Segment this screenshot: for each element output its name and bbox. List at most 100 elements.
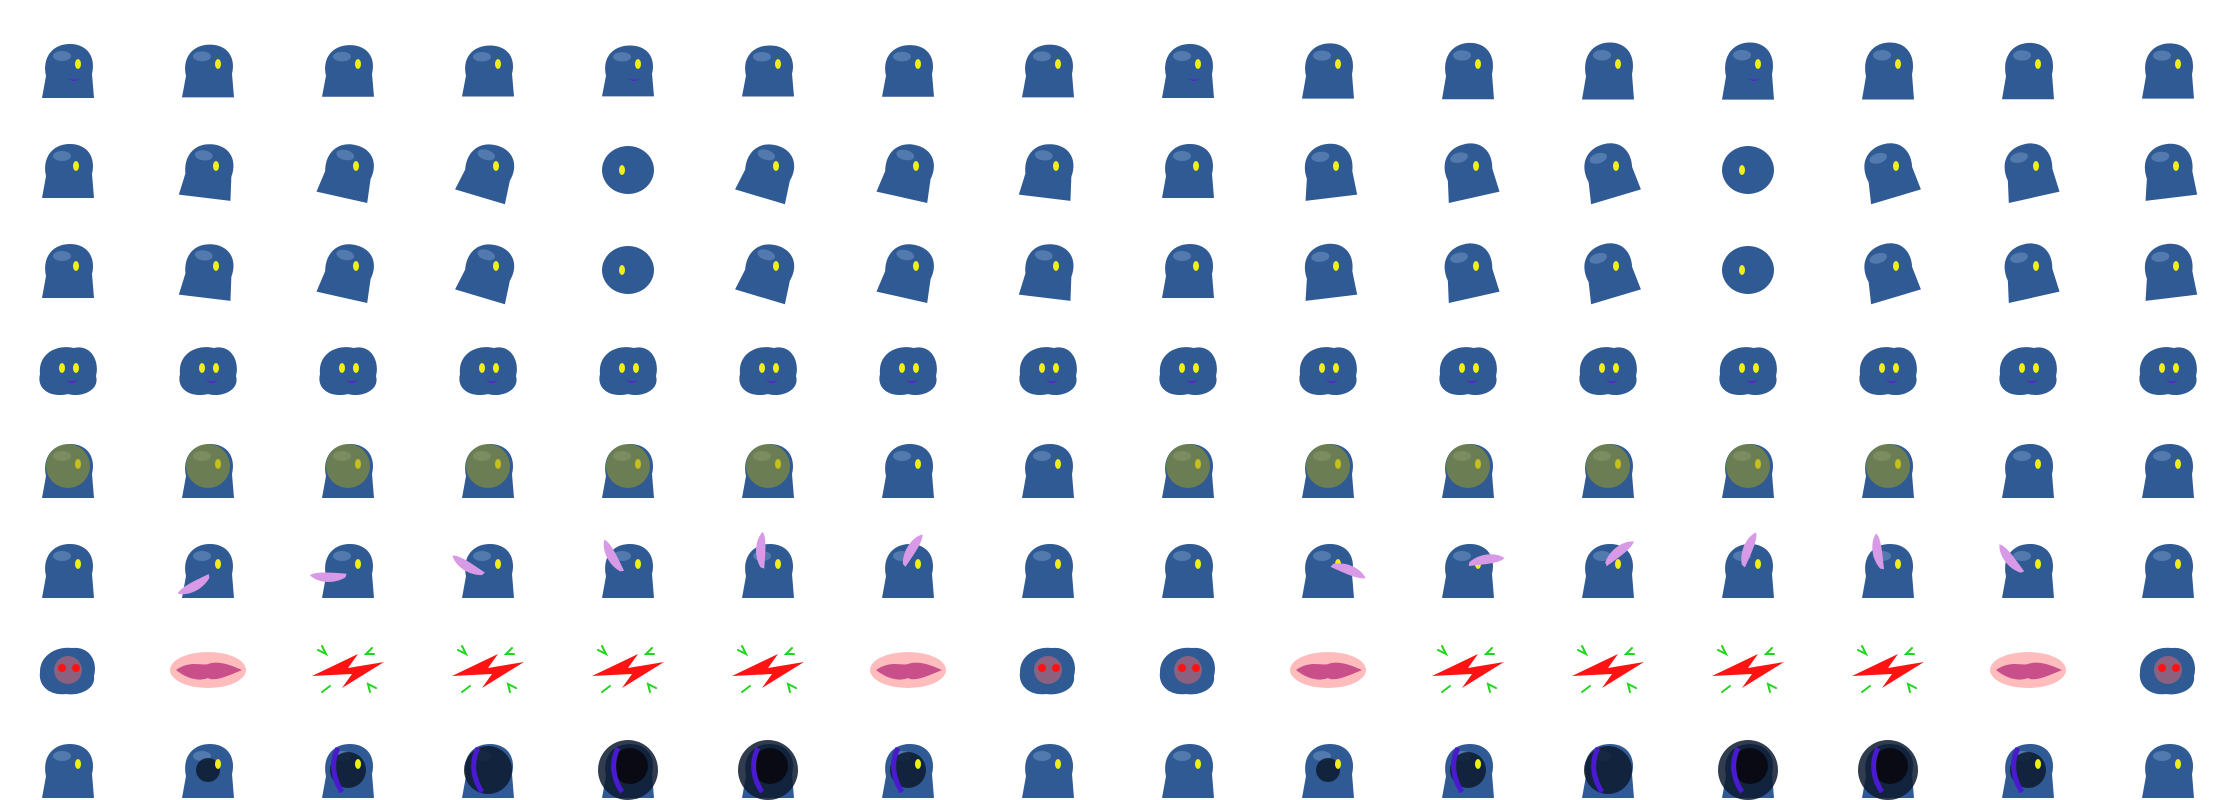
frame-walk-side-2-13 [1722,246,1774,294]
frame-float-8 [1019,347,1077,396]
slime-body [882,45,934,97]
slime-body [1302,43,1354,99]
frame-hit-13 [1712,645,1784,693]
spark-icon [317,645,377,693]
frame-hit-15 [1990,652,2066,688]
eye-icon [2033,161,2039,171]
eye-icon [619,165,625,175]
frame-float-7 [879,347,937,396]
slime-body [316,144,374,204]
hit-star [452,654,524,688]
slime-body [322,544,374,598]
eye-icon [355,559,361,569]
tongue-icon [603,539,625,572]
slime-body [1159,347,1217,396]
eye-icon [353,261,359,271]
frame-walk-side-2-6 [735,244,795,305]
eye-icon [1053,161,1059,171]
slime-body [178,144,234,201]
eye-icon [1335,59,1341,69]
tongue-icon [1999,544,2025,573]
eye-icon [759,363,765,373]
frame-lick-2 [177,544,234,598]
dark-rim [1731,746,1745,794]
frame-walk-side-2-15 [2004,243,2060,304]
frame-walk-side-15 [2004,143,2060,204]
hit-star [1432,654,1504,688]
frame-walk-side-5 [602,146,654,194]
spark-icon [737,645,797,693]
slime-body [2142,43,2194,99]
glow-aura [326,444,370,488]
eye-icon [1178,664,1186,672]
eye-icon [1333,161,1339,171]
tongue-icon [1468,554,1505,567]
frame-walk-side-7 [876,144,934,204]
eye-icon [355,759,361,769]
eye-icon [73,363,79,373]
frame-dark-2 [182,744,234,798]
frame-float-16 [2139,347,2197,396]
frame-float-15 [1999,347,2057,396]
frame-hit-11 [1432,645,1504,693]
glow-aura [1586,444,1630,488]
eye-icon [2175,59,2181,69]
slime-body [1162,144,1214,198]
eye-icon [2173,161,2179,171]
eye-icon [1895,559,1901,569]
frame-hit-8 [1019,647,1076,695]
eye-icon [75,559,81,569]
slime-body [2144,143,2198,201]
slime-body [2002,42,2054,100]
eye-icon [1739,363,1745,373]
eye-icon [1053,363,1059,373]
frame-glow-8 [1022,444,1074,498]
frame-lick-12 [1582,541,1634,598]
frame-idle-15 [2002,42,2054,100]
frame-walk-side-6 [735,144,795,205]
slime-body [1162,544,1214,598]
hit-star [312,654,384,688]
dark-rim [1871,746,1885,794]
frame-lick-6 [742,531,794,598]
slime-body [876,144,934,204]
frame-dark-15 [2002,744,2054,798]
mouth-icon [2026,380,2038,383]
frame-glow-7 [882,444,934,498]
frame-idle-14 [1862,42,1914,100]
dark-rim [331,746,345,794]
slime-body [455,244,515,305]
hit-splash [176,662,242,680]
slime-body [1722,146,1774,194]
eye-icon [215,559,221,569]
slime-body [599,347,657,396]
eye-icon [2175,459,2181,469]
eye-icon [1893,161,1899,171]
tongue-icon [452,555,485,576]
frame-float-5 [599,347,657,396]
eye-icon [479,363,485,373]
slime-body [735,244,795,305]
slime-body [316,244,374,304]
eye-icon [773,161,779,171]
mouth-icon [766,380,778,383]
eye-icon [495,559,501,569]
eye-icon [773,363,779,373]
spark-icon [1577,645,1637,693]
slime-body [2142,544,2194,598]
frame-idle-6 [742,45,794,97]
slime-body [1018,144,1074,201]
frame-dark-1 [42,744,94,798]
tongue-icon [1330,563,1366,579]
frame-hit-3 [312,645,384,693]
eye-icon [1195,59,1201,69]
eye-icon [915,559,921,569]
slime-body [1442,42,1494,100]
hit-star [732,654,804,688]
eye-icon [2033,261,2039,271]
mouth-icon [2166,380,2178,383]
eye-icon [1052,664,1060,672]
glow-aura [466,444,510,488]
mouth-icon [1466,380,1478,383]
